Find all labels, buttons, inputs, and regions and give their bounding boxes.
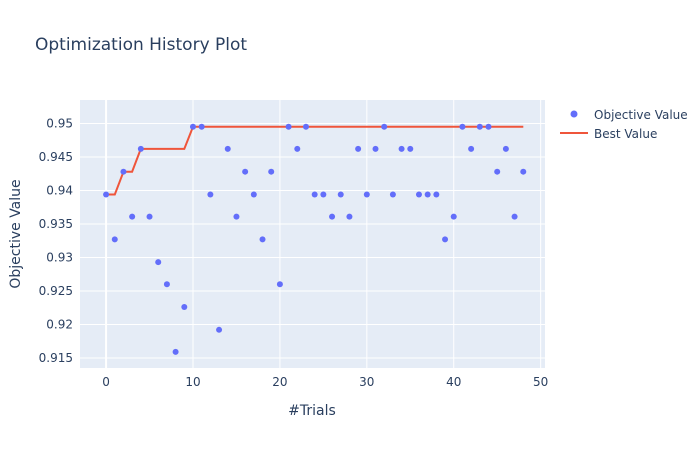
objective-value-point[interactable]	[198, 123, 205, 130]
objective-value-point[interactable]	[459, 123, 466, 130]
objective-value-point[interactable]	[233, 213, 240, 220]
grid-lines	[80, 100, 545, 368]
x-tick-label: 20	[272, 375, 287, 389]
y-tick-labels: 0.915 0.92 0.925 0.93 0.935 0.94 0.945 0.95	[39, 116, 73, 365]
objective-value-point[interactable]	[276, 281, 283, 288]
legend[interactable]: Objective Value Best Value	[560, 108, 688, 141]
x-tick-label: 10	[185, 375, 200, 389]
legend-item-best-value[interactable]: Best Value	[560, 127, 657, 141]
objective-value-point[interactable]	[415, 191, 422, 198]
objective-value-point[interactable]	[468, 145, 475, 152]
y-tick-label: 0.92	[46, 317, 73, 331]
objective-value-point[interactable]	[259, 236, 266, 243]
objective-value-points	[103, 123, 527, 355]
objective-value-point[interactable]	[216, 326, 223, 333]
objective-value-point[interactable]	[363, 191, 370, 198]
objective-value-point[interactable]	[329, 213, 336, 220]
legend-label-best-value: Best Value	[594, 127, 657, 141]
y-tick-label: 0.925	[39, 284, 73, 298]
objective-value-point[interactable]	[476, 123, 483, 130]
x-tick-label: 50	[533, 375, 548, 389]
objective-value-point[interactable]	[320, 191, 327, 198]
objective-value-point[interactable]	[268, 168, 275, 175]
objective-value-point[interactable]	[146, 213, 153, 220]
objective-value-point[interactable]	[250, 191, 257, 198]
objective-value-point[interactable]	[398, 145, 405, 152]
objective-value-point[interactable]	[172, 348, 179, 355]
best-value-series-line	[106, 125, 524, 196]
objective-value-point[interactable]	[294, 145, 301, 152]
objective-value-point[interactable]	[189, 123, 196, 130]
objective-value-point[interactable]	[181, 304, 188, 311]
x-tick-label: 40	[446, 375, 461, 389]
objective-value-point[interactable]	[494, 168, 501, 175]
legend-marker-objective-value	[570, 110, 578, 118]
y-tick-label: 0.935	[39, 217, 73, 231]
y-tick-label: 0.945	[39, 150, 73, 164]
objective-value-point[interactable]	[450, 213, 457, 220]
objective-value-point[interactable]	[372, 145, 379, 152]
objective-value-point[interactable]	[129, 213, 136, 220]
y-tick-label: 0.94	[46, 183, 73, 197]
objective-value-point[interactable]	[433, 191, 440, 198]
objective-value-point[interactable]	[389, 191, 396, 198]
objective-value-point[interactable]	[302, 123, 309, 130]
objective-value-point[interactable]	[502, 145, 509, 152]
objective-value-point[interactable]	[485, 123, 492, 130]
y-axis-label: Objective Value	[8, 179, 24, 288]
legend-item-objective-value[interactable]: Objective Value	[570, 108, 688, 122]
objective-value-point[interactable]	[346, 213, 353, 220]
y-tick-label: 0.95	[46, 116, 73, 130]
objective-value-point[interactable]	[207, 191, 214, 198]
objective-value-point[interactable]	[242, 168, 249, 175]
y-tick-label: 0.93	[46, 250, 73, 264]
x-axis-label: #Trials	[288, 403, 336, 419]
objective-value-point[interactable]	[311, 191, 318, 198]
objective-value-point[interactable]	[155, 259, 162, 266]
objective-value-point[interactable]	[407, 145, 414, 152]
plot-area	[80, 100, 545, 368]
objective-value-point[interactable]	[163, 281, 170, 288]
y-tick-label: 0.915	[39, 351, 73, 365]
objective-value-point[interactable]	[424, 191, 431, 198]
objective-value-point[interactable]	[103, 191, 110, 198]
x-tick-labels: 0 10 20 30 40 50	[102, 375, 548, 389]
best-value-line	[106, 125, 524, 196]
x-tick-label: 30	[359, 375, 374, 389]
objective-value-point[interactable]	[337, 191, 344, 198]
objective-value-point[interactable]	[381, 123, 388, 130]
chart-title: Optimization History Plot	[35, 35, 247, 55]
objective-value-point[interactable]	[111, 236, 118, 243]
legend-label-objective-value: Objective Value	[594, 108, 688, 122]
x-tick-label: 0	[102, 375, 110, 389]
objective-value-point[interactable]	[520, 168, 527, 175]
objective-value-point[interactable]	[442, 236, 449, 243]
objective-value-point[interactable]	[355, 145, 362, 152]
objective-value-point[interactable]	[120, 168, 127, 175]
objective-value-point[interactable]	[511, 213, 518, 220]
objective-value-point[interactable]	[285, 123, 292, 130]
objective-value-point[interactable]	[224, 145, 231, 152]
objective-value-point[interactable]	[137, 145, 144, 152]
